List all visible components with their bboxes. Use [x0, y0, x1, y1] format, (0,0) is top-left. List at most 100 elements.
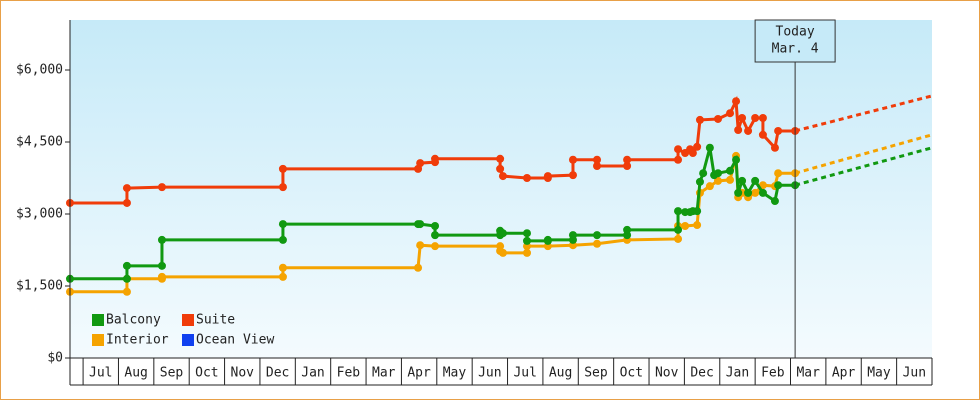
x-tick-label: Dec — [690, 366, 713, 381]
point — [774, 181, 783, 190]
x-tick-label: Nov — [231, 366, 255, 381]
point — [157, 183, 166, 192]
point — [732, 97, 741, 106]
x-tick-label: Mar — [796, 366, 820, 381]
point — [770, 197, 779, 206]
point — [498, 229, 507, 238]
forecast-line — [794, 94, 933, 133]
point — [416, 241, 425, 250]
point — [122, 287, 131, 296]
x-tick-label: Dec — [266, 366, 289, 381]
point — [693, 221, 702, 230]
point — [278, 272, 287, 281]
point — [122, 198, 131, 207]
point — [744, 126, 753, 135]
point — [770, 143, 779, 152]
x-tick-label: Apr — [407, 366, 431, 381]
point — [744, 188, 753, 197]
x-tick-label: Sep — [584, 366, 608, 381]
point — [593, 155, 602, 164]
point — [674, 155, 683, 164]
x-tick-label: Feb — [337, 366, 361, 381]
point — [726, 166, 735, 175]
point — [674, 225, 683, 234]
x-tick-label: Nov — [655, 366, 679, 381]
point — [431, 231, 440, 240]
point — [431, 222, 440, 230]
point — [714, 176, 723, 185]
x-tick-label: Jul — [89, 366, 112, 381]
legend-swatch — [92, 314, 104, 326]
x-tick-label: Oct — [620, 366, 643, 381]
x-tick-label: Feb — [761, 366, 785, 381]
point — [738, 114, 747, 122]
x-tick-label: Aug — [124, 366, 147, 381]
point — [705, 143, 714, 152]
point — [157, 272, 166, 281]
point — [695, 115, 704, 124]
point — [278, 235, 287, 244]
point — [431, 242, 440, 251]
x-tick-label: Apr — [832, 366, 856, 381]
point — [695, 177, 704, 186]
point — [593, 162, 602, 170]
legend-swatch — [182, 334, 194, 346]
point — [734, 126, 743, 134]
point — [714, 169, 723, 178]
point — [593, 239, 602, 248]
point — [416, 220, 425, 229]
point — [157, 261, 166, 270]
today-box — [754, 19, 836, 63]
point — [543, 235, 552, 244]
point — [693, 142, 702, 151]
point — [278, 164, 287, 173]
point — [568, 155, 577, 164]
point — [693, 207, 702, 216]
legend-label: Ocean View — [196, 333, 274, 348]
point — [543, 172, 552, 181]
point — [122, 274, 131, 283]
point — [758, 114, 767, 122]
point — [568, 171, 577, 180]
point — [416, 159, 425, 168]
legend-swatch — [92, 334, 104, 346]
y-tick-label: $4,500 — [16, 135, 63, 150]
point — [714, 114, 723, 123]
point — [758, 130, 767, 139]
x-tick-label: Mar — [372, 366, 396, 381]
point — [751, 188, 760, 197]
point — [674, 145, 683, 154]
y-tick-label: $1,500 — [16, 279, 63, 294]
point — [774, 126, 783, 135]
x-tick-label: Jul — [513, 366, 536, 381]
forecast-line — [794, 133, 933, 175]
point — [732, 155, 741, 164]
legend-label: Suite — [196, 313, 235, 328]
plot-area — [70, 20, 932, 358]
x-tick-label: May — [443, 366, 467, 381]
point — [498, 248, 507, 257]
today-label: Mar. 4 — [772, 42, 819, 57]
x-tick-label: Sep — [160, 366, 184, 381]
point — [496, 164, 505, 173]
point — [751, 114, 760, 122]
point — [522, 236, 531, 245]
point — [522, 229, 531, 238]
x-tick-label: Jun — [903, 366, 926, 381]
point — [758, 188, 767, 197]
x-tick-label: Jan — [726, 366, 749, 381]
legend-label: Interior — [106, 333, 169, 348]
point — [738, 176, 747, 185]
point — [278, 263, 287, 272]
point — [522, 174, 531, 182]
point — [593, 231, 602, 240]
point — [496, 154, 505, 163]
point — [157, 235, 166, 244]
point — [431, 154, 440, 163]
point — [688, 149, 697, 158]
point — [726, 109, 735, 118]
y-tick-label: $6,000 — [16, 63, 63, 78]
point — [705, 182, 714, 191]
legend-label: Balcony — [106, 313, 161, 328]
